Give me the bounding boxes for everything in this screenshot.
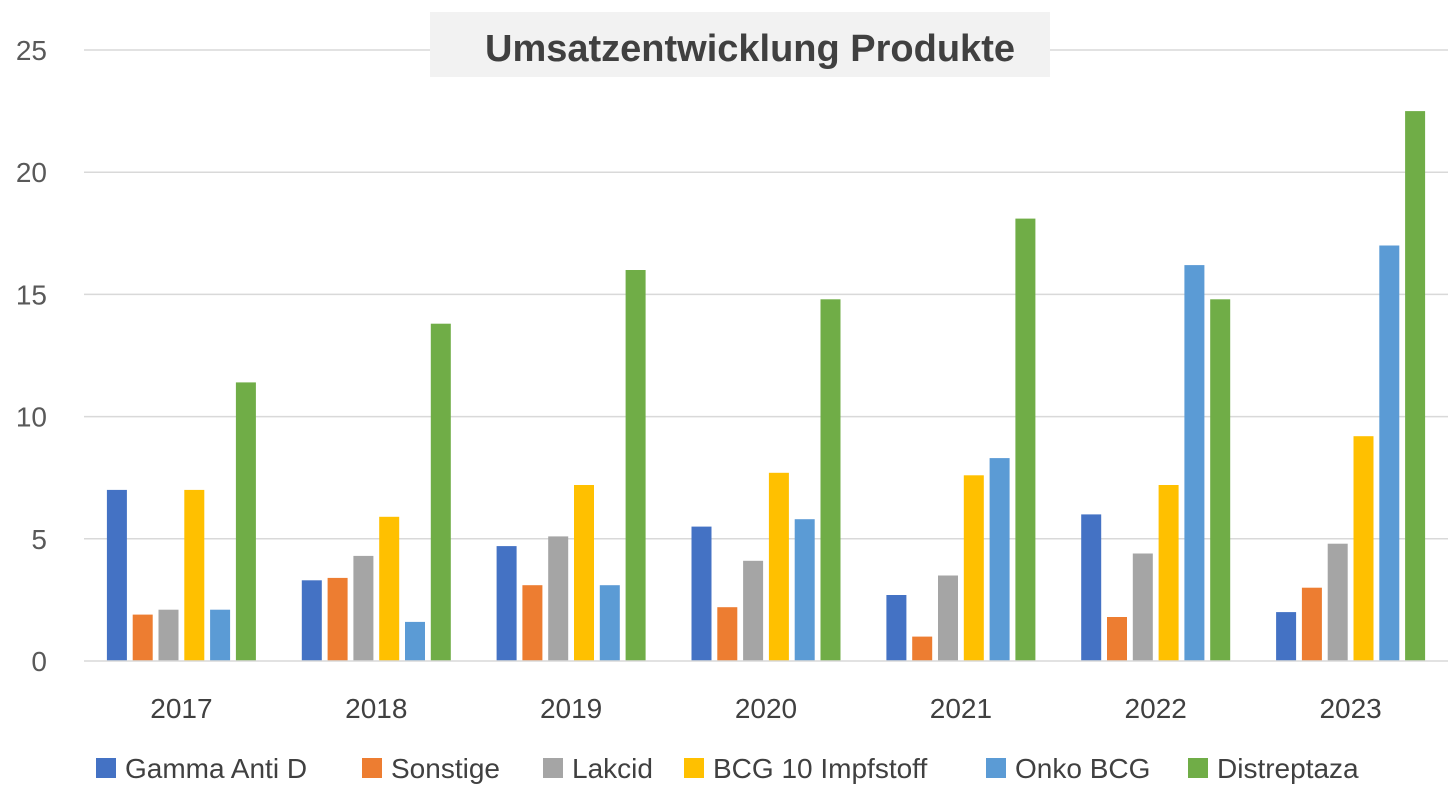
bar-onko-bcg-2019 xyxy=(599,585,620,661)
bar-distreptaza-2017 xyxy=(235,382,256,661)
bar-onko-bcg-2023 xyxy=(1379,245,1400,661)
y-axis-ticks: 0 5 10 15 20 25 xyxy=(16,35,47,677)
legend: Gamma Anti D Sonstige Lakcid BCG 10 Impfsto… xyxy=(96,753,1359,784)
bar-distreptaza-2022 xyxy=(1210,299,1231,661)
legend-swatch-lakcid xyxy=(543,758,563,778)
x-tick-label: 2021 xyxy=(930,693,992,724)
legend-label: Gamma Anti D xyxy=(125,753,307,784)
x-tick-label: 2023 xyxy=(1319,693,1381,724)
bar-distreptaza-2020 xyxy=(820,299,841,661)
bar-bcg-10-impfstoff-2018 xyxy=(379,516,400,661)
legend-swatch-bcg-10-impfstoff xyxy=(684,758,704,778)
bar-sonstige-2023 xyxy=(1301,587,1322,661)
bar-bcg-10-impfstoff-2019 xyxy=(574,485,594,661)
chart-title-group: Umsatzentwicklung Produkte xyxy=(430,12,1050,77)
bar-lakcid-2022 xyxy=(1132,553,1153,661)
bar-gamma-anti-d-2021 xyxy=(886,595,907,661)
bar-onko-bcg-2020 xyxy=(794,519,815,661)
bar-lakcid-2021 xyxy=(938,575,958,661)
bar-gamma-anti-d-2020 xyxy=(691,526,712,661)
bar-distreptaza-2018 xyxy=(430,323,451,661)
bars xyxy=(106,111,1426,662)
x-tick-label: 2018 xyxy=(345,693,407,724)
x-tick-label: 2017 xyxy=(150,693,212,724)
y-tick-label: 20 xyxy=(16,157,47,188)
bar-gamma-anti-d-2019 xyxy=(496,546,517,661)
x-tick-label: 2022 xyxy=(1125,693,1187,724)
bar-onko-bcg-2022 xyxy=(1184,265,1205,661)
y-tick-label: 10 xyxy=(16,402,47,433)
bar-lakcid-2018 xyxy=(353,555,374,661)
legend-label: Distreptaza xyxy=(1217,753,1359,784)
bar-distreptaza-2021 xyxy=(1015,218,1036,661)
bar-sonstige-2020 xyxy=(717,607,738,661)
bar-sonstige-2017 xyxy=(132,614,153,661)
legend-label: Lakcid xyxy=(572,753,653,784)
bar-sonstige-2022 xyxy=(1107,617,1127,661)
bar-sonstige-2021 xyxy=(912,636,933,661)
legend-swatch-gamma-anti-d xyxy=(96,758,116,778)
bar-gamma-anti-d-2017 xyxy=(106,489,127,661)
bar-sonstige-2018 xyxy=(327,577,348,661)
bar-bcg-10-impfstoff-2020 xyxy=(768,472,789,661)
bar-bcg-10-impfstoff-2021 xyxy=(963,475,984,661)
bar-bcg-10-impfstoff-2023 xyxy=(1353,436,1374,661)
y-tick-label: 0 xyxy=(31,646,47,677)
x-tick-label: 2020 xyxy=(735,693,797,724)
bar-lakcid-2020 xyxy=(743,560,764,661)
legend-swatch-sonstige xyxy=(362,758,382,778)
bar-sonstige-2019 xyxy=(522,585,543,661)
legend-label: Sonstige xyxy=(391,753,500,784)
x-axis-ticks: 2017 2018 2019 2020 2021 2022 2023 xyxy=(150,693,1381,724)
y-tick-label: 5 xyxy=(31,524,47,555)
bar-distreptaza-2019 xyxy=(625,270,646,661)
bar-onko-bcg-2021 xyxy=(989,458,1010,661)
y-tick-label: 25 xyxy=(16,35,47,66)
bar-onko-bcg-2018 xyxy=(405,621,425,661)
x-tick-label: 2019 xyxy=(540,693,602,724)
chart-title-background xyxy=(430,12,1050,77)
bar-onko-bcg-2017 xyxy=(210,609,231,661)
bar-distreptaza-2023 xyxy=(1405,111,1426,662)
bar-bcg-10-impfstoff-2022 xyxy=(1158,485,1179,661)
bar-gamma-anti-d-2023 xyxy=(1276,612,1297,661)
y-tick-label: 15 xyxy=(16,279,47,310)
gridlines xyxy=(84,49,1448,540)
bar-lakcid-2017 xyxy=(158,609,179,661)
bar-lakcid-2019 xyxy=(548,536,569,661)
bar-gamma-anti-d-2018 xyxy=(301,580,322,661)
bar-gamma-anti-d-2022 xyxy=(1081,514,1102,661)
legend-label: Onko BCG xyxy=(1015,753,1150,784)
bar-lakcid-2023 xyxy=(1327,543,1348,661)
legend-swatch-distreptaza xyxy=(1188,758,1208,778)
chart-title: Umsatzentwicklung Produkte xyxy=(485,28,1015,70)
legend-label: BCG 10 Impfstoff xyxy=(713,753,927,784)
bar-bcg-10-impfstoff-2017 xyxy=(184,489,205,661)
legend-swatch-onko-bcg xyxy=(986,758,1006,778)
